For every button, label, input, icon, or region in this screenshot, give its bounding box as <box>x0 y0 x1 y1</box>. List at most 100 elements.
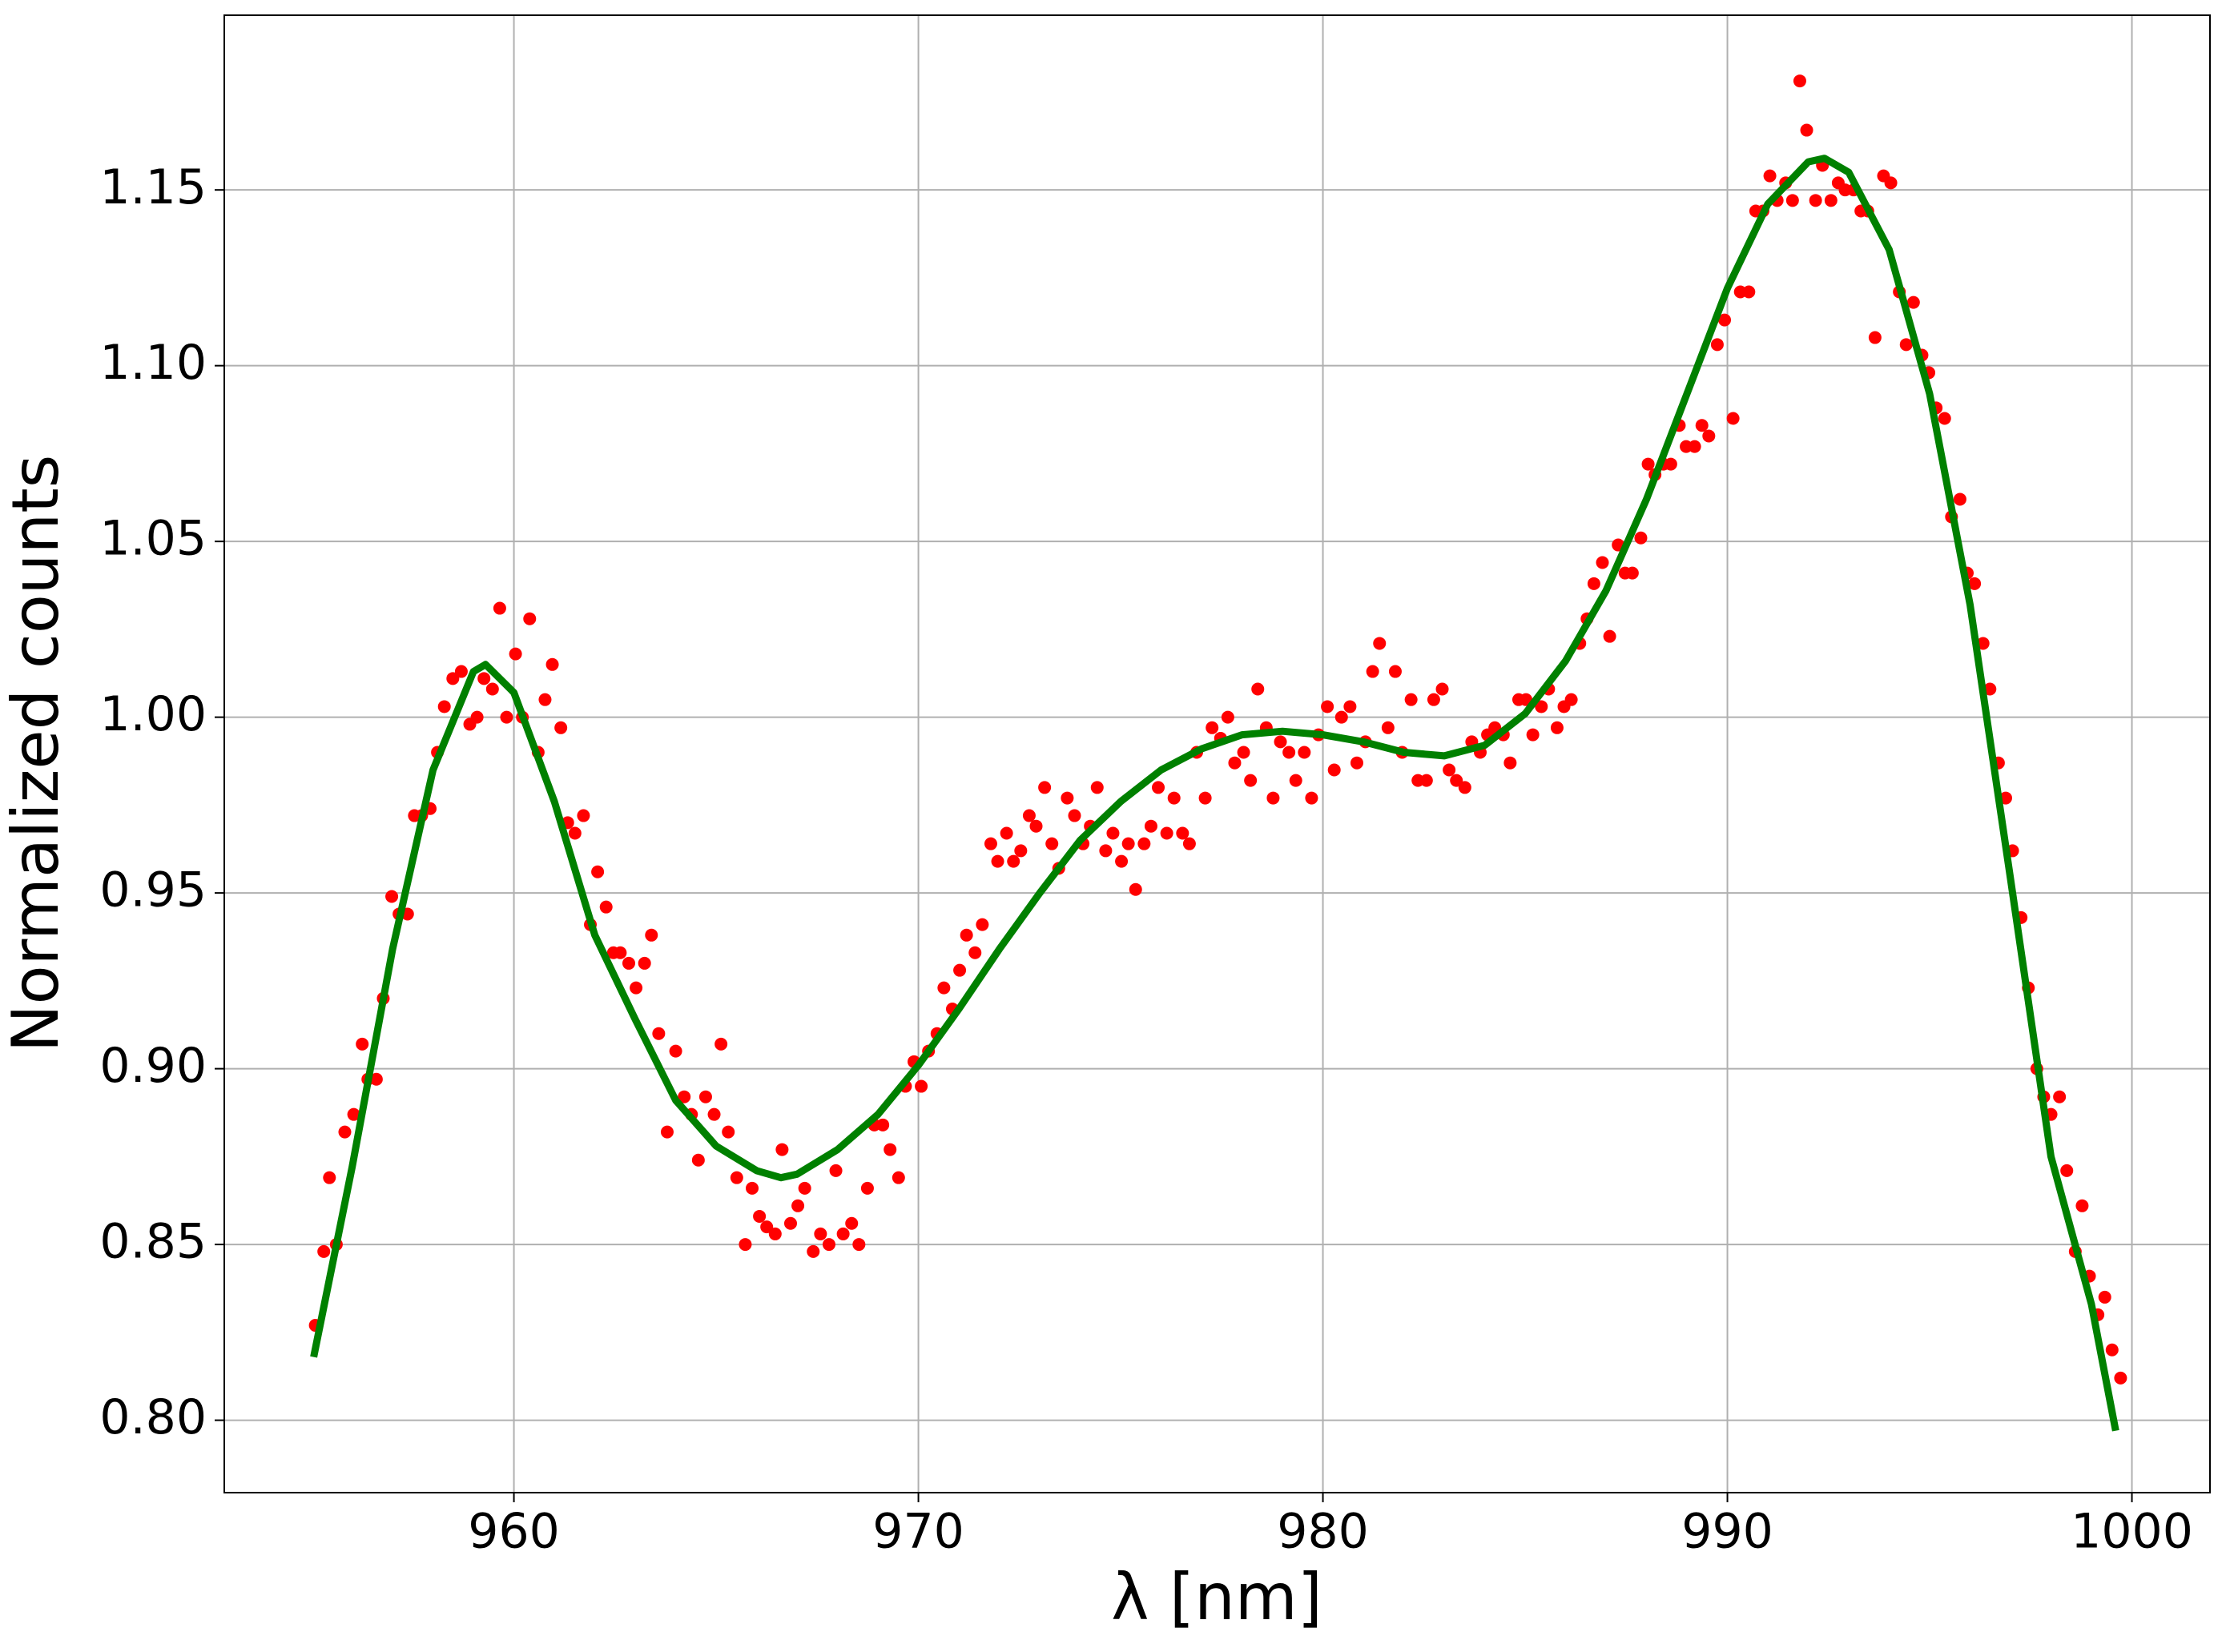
data-point <box>707 1107 721 1121</box>
fit-line <box>310 155 2119 1432</box>
data-point <box>2114 1371 2127 1385</box>
data-point <box>1115 854 1129 868</box>
data-point <box>2053 1090 2067 1103</box>
data-point <box>660 1125 674 1139</box>
data-point <box>852 1238 866 1252</box>
y-tick-label: 0.80 <box>99 1389 207 1445</box>
data-point <box>1029 819 1043 833</box>
data-point <box>1343 700 1357 713</box>
data-point <box>630 981 643 995</box>
data-point <box>884 1143 897 1156</box>
data-point <box>1785 194 1799 207</box>
data-point <box>470 710 484 724</box>
data-point <box>845 1216 859 1230</box>
data-point <box>1244 774 1258 787</box>
data-point <box>1596 556 1609 569</box>
data-point <box>477 672 491 685</box>
data-point <box>1176 826 1189 840</box>
data-point <box>1061 791 1074 805</box>
data-point <box>538 693 552 706</box>
data-point <box>1321 700 1334 713</box>
data-point <box>1289 774 1302 787</box>
data-point <box>807 1244 820 1258</box>
data-point <box>1695 419 1709 432</box>
data-point <box>1564 693 1578 706</box>
data-point <box>1167 791 1181 805</box>
data-point <box>1068 809 1081 822</box>
data-point <box>1106 826 1120 840</box>
data-point <box>1800 123 1813 137</box>
data-point <box>678 1090 691 1103</box>
data-point <box>1014 844 1028 858</box>
data-point <box>1503 756 1517 770</box>
data-point <box>2060 1164 2074 1177</box>
data-point <box>500 710 513 724</box>
data-point <box>1726 412 1740 425</box>
x-tick-label: 960 <box>468 1504 560 1560</box>
data-point <box>1251 682 1265 696</box>
data-point <box>323 1171 336 1184</box>
data-point <box>1090 781 1104 794</box>
data-point <box>1435 682 1449 696</box>
x-axis-label: λ [nm] <box>1111 1560 1322 1634</box>
data-point <box>1334 710 1348 724</box>
data-point <box>814 1227 827 1240</box>
data-point <box>1983 682 1997 696</box>
data-point <box>1137 837 1151 850</box>
data-point <box>836 1227 850 1240</box>
y-tick-label: 0.95 <box>99 862 207 918</box>
data-point <box>1809 194 1822 207</box>
data-point <box>1298 746 1311 759</box>
data-point <box>1550 721 1564 734</box>
data-point <box>622 956 635 970</box>
data-point <box>1266 791 1280 805</box>
data-point <box>1282 746 1296 759</box>
data-point <box>1099 844 1113 858</box>
data-point <box>1237 746 1250 759</box>
data-point <box>1742 285 1756 299</box>
data-point <box>568 826 582 840</box>
data-point <box>1884 176 1898 190</box>
y-tick-label: 1.05 <box>99 511 207 567</box>
data-point <box>614 946 627 959</box>
data-point <box>968 946 982 959</box>
plot-frame <box>223 14 2211 1493</box>
data-point <box>454 665 468 678</box>
data-point <box>791 1199 805 1212</box>
data-point <box>338 1125 352 1139</box>
data-point <box>446 672 460 685</box>
data-point <box>1129 882 1142 896</box>
data-point <box>2075 1199 2089 1212</box>
data-point <box>1404 693 1418 706</box>
data-point <box>599 900 613 914</box>
data-point <box>991 854 1004 868</box>
data-point <box>1458 781 1471 794</box>
data-point <box>1702 429 1716 443</box>
data-point <box>746 1181 759 1195</box>
data-point <box>1274 735 1287 749</box>
data-point <box>1373 637 1387 650</box>
y-tick-label: 0.90 <box>99 1038 207 1094</box>
data-point <box>347 1107 360 1121</box>
data-point <box>1022 809 1036 822</box>
data-point <box>591 865 605 878</box>
data-point <box>1152 781 1165 794</box>
data-point <box>523 612 537 625</box>
data-point <box>1007 854 1020 868</box>
data-point <box>1228 756 1242 770</box>
data-point <box>691 1153 705 1167</box>
data-point <box>1427 693 1440 706</box>
data-point <box>2105 1343 2119 1357</box>
data-point <box>493 601 506 615</box>
data-point <box>730 1171 743 1184</box>
data-point <box>953 963 967 977</box>
data-point <box>1899 338 1913 352</box>
data-point <box>976 918 989 931</box>
data-point <box>829 1164 843 1177</box>
data-point <box>1144 819 1157 833</box>
y-axis-label: Normalized counts <box>0 455 73 1052</box>
data-point <box>356 1037 369 1051</box>
y-tick-label: 1.10 <box>99 335 207 391</box>
x-tick-label: 980 <box>1277 1504 1369 1560</box>
data-point <box>937 981 951 995</box>
